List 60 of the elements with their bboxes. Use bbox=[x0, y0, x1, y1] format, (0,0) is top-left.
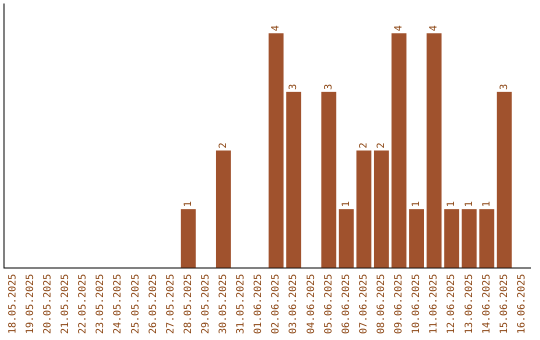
data-label: 3 bbox=[498, 84, 510, 90]
x-tick-label: 27.05.2025 bbox=[165, 274, 176, 334]
x-tick-label: 02.06.2025 bbox=[270, 274, 282, 334]
bar bbox=[180, 209, 196, 268]
data-label: 2 bbox=[358, 142, 370, 149]
x-tick-label: 04.06.2025 bbox=[306, 274, 317, 334]
data-label: 1 bbox=[446, 201, 458, 208]
data-label: 2 bbox=[218, 142, 230, 149]
bar bbox=[374, 150, 389, 268]
bar bbox=[462, 209, 477, 268]
x-tick-label: 28.05.2025 bbox=[182, 274, 194, 334]
x-tick-label: 30.05.2025 bbox=[218, 274, 230, 334]
data-label: 4 bbox=[394, 25, 405, 32]
bar bbox=[268, 33, 284, 268]
x-tick-label: 13.06.2025 bbox=[464, 274, 475, 334]
data-label: 1 bbox=[481, 201, 492, 208]
x-tick-label: 22.05.2025 bbox=[78, 274, 89, 334]
x-tick-label: 15.06.2025 bbox=[498, 274, 510, 334]
bar bbox=[444, 209, 460, 268]
x-tick-label: 09.06.2025 bbox=[394, 274, 405, 334]
x-tick-label: 25.05.2025 bbox=[130, 274, 142, 334]
x-tick-label: 24.05.2025 bbox=[112, 274, 124, 334]
bar bbox=[392, 33, 406, 268]
data-label: 3 bbox=[323, 84, 334, 90]
x-tick-label: 20.05.2025 bbox=[42, 274, 54, 334]
x-tick-label: 31.05.2025 bbox=[236, 274, 247, 334]
x-tick-label: 18.05.2025 bbox=[7, 274, 18, 334]
bar bbox=[321, 92, 336, 268]
data-label: 1 bbox=[340, 201, 352, 208]
x-tick-label: 05.06.2025 bbox=[323, 274, 334, 334]
x-tick-label: 03.06.2025 bbox=[288, 274, 300, 334]
bar bbox=[216, 150, 231, 268]
data-label: 1 bbox=[182, 201, 194, 208]
bar bbox=[409, 209, 424, 268]
x-tick-label: 29.05.2025 bbox=[200, 274, 212, 334]
data-label: 3 bbox=[288, 84, 300, 90]
bar bbox=[338, 209, 354, 268]
x-tick-label: 08.06.2025 bbox=[376, 274, 388, 334]
x-tick-label: 26.05.2025 bbox=[148, 274, 159, 334]
x-tick-label: 10.06.2025 bbox=[411, 274, 422, 334]
x-tick-label: 07.06.2025 bbox=[358, 274, 370, 334]
bar bbox=[479, 209, 494, 268]
data-label: 4 bbox=[270, 25, 282, 32]
data-label: 4 bbox=[428, 25, 440, 32]
x-tick-label: 06.06.2025 bbox=[340, 274, 352, 334]
x-tick-label: 12.06.2025 bbox=[446, 274, 458, 334]
data-label: 2 bbox=[376, 142, 388, 149]
data-label: 1 bbox=[464, 201, 475, 208]
bar bbox=[356, 150, 372, 268]
x-tick-label: 11.06.2025 bbox=[428, 274, 440, 334]
bar bbox=[426, 33, 442, 268]
x-tick-label: 19.05.2025 bbox=[24, 274, 36, 334]
x-tick-label: 23.05.2025 bbox=[95, 274, 106, 334]
bar bbox=[496, 92, 512, 268]
bar bbox=[286, 92, 302, 268]
x-tick-label: 14.06.2025 bbox=[481, 274, 492, 334]
x-tick-label: 01.06.2025 bbox=[253, 274, 264, 334]
x-tick-label: 21.05.2025 bbox=[60, 274, 72, 334]
x-tick-label: 16.06.2025 bbox=[516, 274, 528, 334]
data-label: 1 bbox=[411, 201, 422, 208]
